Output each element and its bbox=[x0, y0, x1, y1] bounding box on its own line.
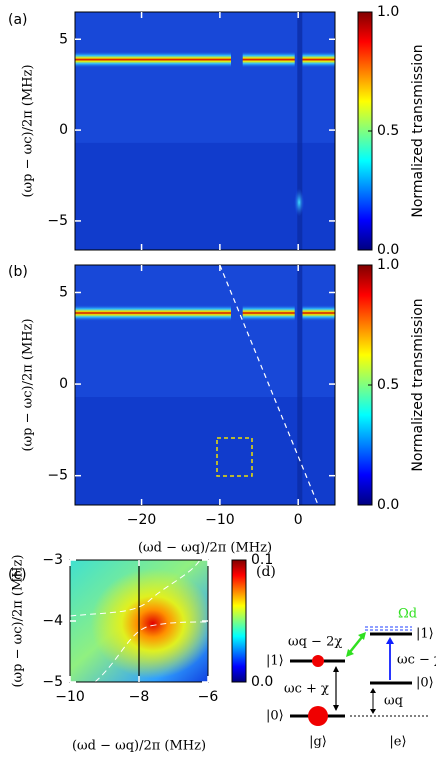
y-tick-label: 5 bbox=[59, 31, 68, 47]
dark-line bbox=[297, 265, 303, 505]
y-tick-label: −5 bbox=[47, 213, 68, 229]
population bbox=[312, 655, 324, 667]
x-tick-label: 0 bbox=[294, 512, 303, 528]
heatmap-shade bbox=[75, 142, 335, 250]
panel-label: (b) bbox=[8, 264, 28, 280]
colorbar-tick-label: 1.0 bbox=[377, 4, 399, 20]
x-axis-label: (ωd − ωq)/2π (MHz) bbox=[138, 541, 272, 556]
arrowhead bbox=[386, 637, 394, 644]
panel-label: (c) bbox=[8, 567, 27, 583]
colorbar-tick-label: 0.5 bbox=[377, 123, 399, 139]
state-label: |1⟩ bbox=[416, 627, 434, 642]
drive-arrow bbox=[349, 636, 363, 653]
colorbar-tick-label: 0.1 bbox=[251, 552, 273, 568]
y-axis-label: (ωp − ωc)/2π (MHz) bbox=[21, 64, 36, 197]
heatmap-band bbox=[242, 305, 295, 321]
state-label: |g⟩ bbox=[309, 735, 327, 750]
y-tick-label: −3 bbox=[42, 552, 63, 568]
gap-label: ωc + χ bbox=[284, 682, 329, 697]
panel-label: (d) bbox=[256, 564, 276, 580]
y-tick-label: 5 bbox=[59, 284, 68, 300]
y-tick-label: −5 bbox=[42, 674, 63, 690]
x-tick-label: −8 bbox=[129, 689, 150, 705]
colorbar-tick-label: 0.0 bbox=[377, 242, 399, 258]
state-label: |0⟩ bbox=[416, 676, 434, 691]
gap-label: ωq bbox=[384, 694, 403, 709]
heatmap-band bbox=[75, 305, 231, 321]
arrowheads bbox=[346, 632, 366, 657]
colorbar-tick-label: 1.0 bbox=[377, 257, 399, 273]
x-tick-label: −10 bbox=[205, 512, 235, 528]
state-label: |e⟩ bbox=[389, 735, 406, 750]
zoom-box bbox=[216, 437, 253, 477]
y-tick-label: −5 bbox=[47, 468, 68, 484]
x-axis-label: (ωd − ωq)/2π (MHz) bbox=[72, 739, 206, 754]
state-label: |0⟩ bbox=[266, 709, 284, 724]
colorbar-tick-label: 0.0 bbox=[377, 497, 399, 513]
population bbox=[308, 706, 328, 726]
gap-label: ωc − χ bbox=[397, 653, 436, 668]
resonance-line bbox=[219, 264, 319, 506]
colorbar bbox=[231, 559, 247, 683]
drive-label: Ωd bbox=[398, 607, 417, 622]
colorbar-label: Normalized transmission bbox=[410, 298, 426, 471]
heatmap-band bbox=[75, 51, 231, 68]
heatmap-shade bbox=[75, 397, 335, 505]
x-tick-label: −10 bbox=[55, 689, 85, 705]
energy-diagram: (d) Ωd ωq − 2χ |1⟩ |0⟩ ωc + χ |g⟩ |1⟩ |0… bbox=[256, 564, 436, 750]
colorbar-label: Normalized transmission bbox=[410, 44, 426, 217]
y-axis-label: (ωp − ωc)/2π (MHz) bbox=[21, 318, 36, 451]
colorbar-tick-label: 0.5 bbox=[377, 377, 399, 393]
fit-curve bbox=[69, 559, 201, 617]
y-tick-label: −4 bbox=[42, 613, 63, 629]
plot-frame bbox=[74, 264, 336, 506]
heatmap-feature bbox=[294, 188, 305, 217]
heatmap-band bbox=[302, 305, 335, 321]
heatmap-band bbox=[302, 51, 335, 68]
plot-frame bbox=[74, 11, 336, 251]
heatmap-band bbox=[242, 51, 295, 68]
y-tick-label: 0 bbox=[59, 376, 68, 392]
state-label: |1⟩ bbox=[266, 654, 284, 669]
x-tick-label: −20 bbox=[127, 512, 157, 528]
dark-line bbox=[297, 12, 303, 250]
transition-label: ωq − 2χ bbox=[288, 635, 342, 650]
y-axis-label: (ωp − ωc)/2π (MHz) bbox=[11, 554, 26, 687]
panel-label: (a) bbox=[8, 12, 28, 28]
x-tick-label: −6 bbox=[198, 689, 219, 705]
y-tick-label: 0 bbox=[59, 122, 68, 138]
colorbar-tick-label: 0.0 bbox=[251, 674, 273, 690]
fit-curve bbox=[94, 621, 209, 683]
